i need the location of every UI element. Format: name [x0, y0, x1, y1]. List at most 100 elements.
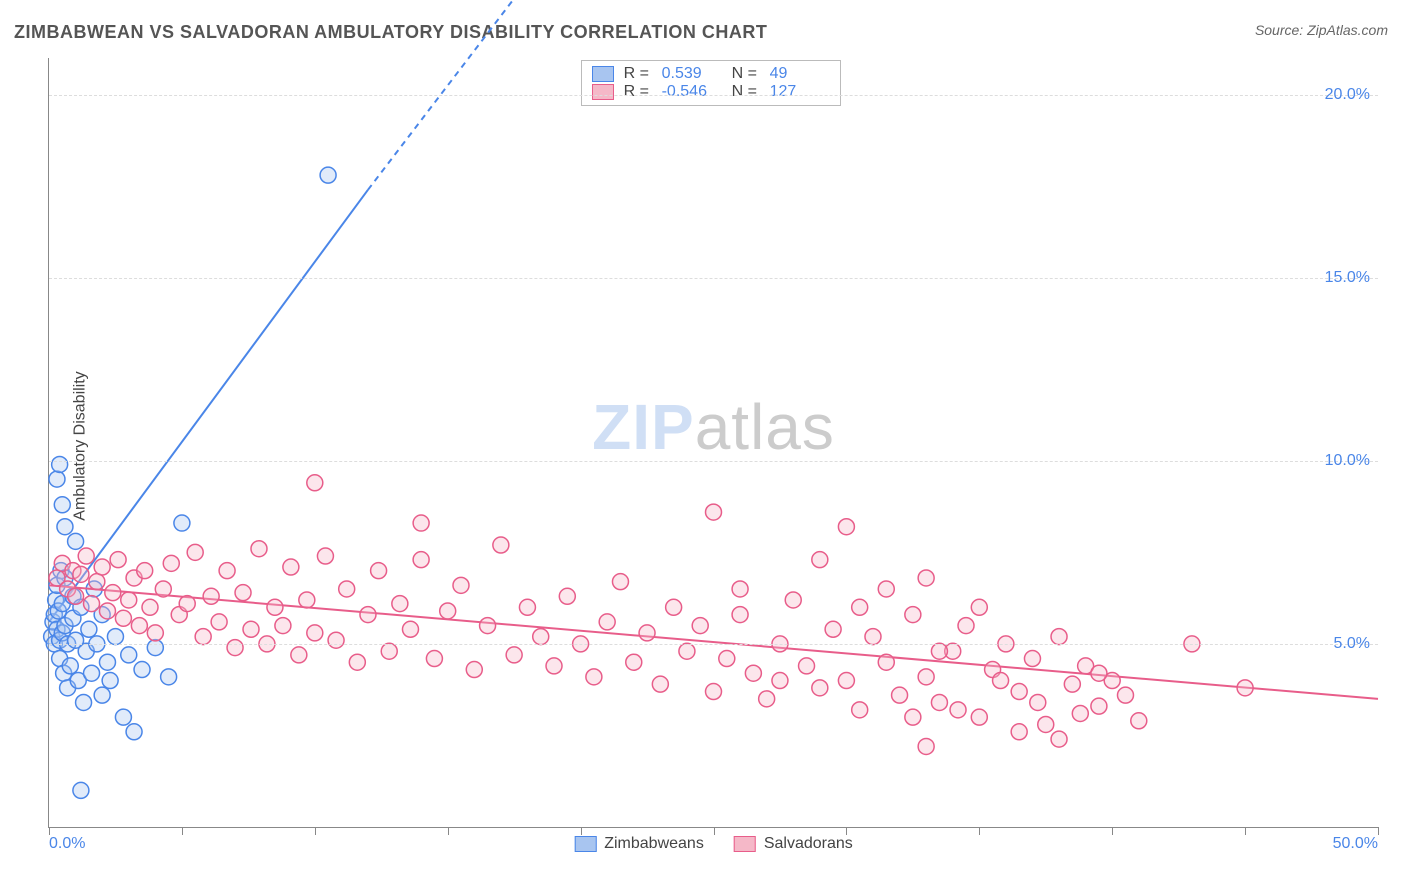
data-point — [732, 607, 748, 623]
data-point — [546, 658, 562, 674]
data-point — [392, 596, 408, 612]
data-point — [174, 515, 190, 531]
data-point — [1131, 713, 1147, 729]
data-point — [68, 533, 84, 549]
data-point — [161, 669, 177, 685]
data-point — [328, 632, 344, 648]
y-tick-label: 5.0% — [1334, 635, 1370, 653]
data-point — [49, 471, 65, 487]
data-point — [275, 618, 291, 634]
data-point — [958, 618, 974, 634]
data-point — [402, 621, 418, 637]
data-point — [533, 629, 549, 645]
data-point — [892, 687, 908, 703]
data-point — [506, 647, 522, 663]
data-point — [251, 541, 267, 557]
series-legend-label: Zimbabweans — [604, 835, 704, 852]
plot-area: ZIPatlas R =0.539N =49R =-0.546N =127 Zi… — [48, 58, 1378, 828]
data-point — [131, 618, 147, 634]
legend-swatch — [734, 836, 756, 852]
data-point — [1117, 687, 1133, 703]
data-point — [299, 592, 315, 608]
x-tick — [182, 827, 183, 835]
data-point — [559, 588, 575, 604]
data-point — [195, 629, 211, 645]
x-tick — [1112, 827, 1113, 835]
series-legend-item: Zimbabweans — [574, 835, 704, 853]
data-point — [852, 702, 868, 718]
data-point — [612, 574, 628, 590]
data-point — [918, 669, 934, 685]
data-point — [137, 563, 153, 579]
y-tick-label: 10.0% — [1325, 452, 1370, 470]
data-point — [971, 709, 987, 725]
data-point — [52, 456, 68, 472]
data-point — [57, 519, 73, 535]
data-point — [121, 592, 137, 608]
data-point — [73, 566, 89, 582]
data-point — [918, 570, 934, 586]
data-point — [466, 662, 482, 678]
data-point — [115, 709, 131, 725]
source-prefix: Source: — [1255, 22, 1307, 38]
data-point — [1011, 724, 1027, 740]
data-point — [76, 694, 92, 710]
data-point — [381, 643, 397, 659]
correlation-legend: R =0.539N =49R =-0.546N =127 — [581, 60, 841, 106]
data-point — [121, 647, 137, 663]
data-point — [519, 599, 535, 615]
gridline — [49, 278, 1378, 279]
data-point — [878, 654, 894, 670]
data-point — [307, 475, 323, 491]
data-point — [1051, 629, 1067, 645]
legend-n-value: 127 — [770, 83, 830, 101]
data-point — [493, 537, 509, 553]
data-point — [110, 552, 126, 568]
data-point — [772, 673, 788, 689]
data-point — [1038, 716, 1054, 732]
data-point — [745, 665, 761, 681]
data-point — [706, 684, 722, 700]
data-point — [179, 596, 195, 612]
x-tick — [979, 827, 980, 835]
data-point — [1064, 676, 1080, 692]
gridline — [49, 95, 1378, 96]
data-point — [134, 662, 150, 678]
data-point — [62, 658, 78, 674]
data-point — [78, 548, 94, 564]
data-point — [235, 585, 251, 601]
data-point — [155, 581, 171, 597]
data-point — [719, 651, 735, 667]
x-tick — [448, 827, 449, 835]
data-point — [89, 574, 105, 590]
legend-n-value: 49 — [770, 65, 830, 83]
data-point — [81, 621, 97, 637]
legend-r-label: R = — [624, 65, 652, 83]
data-point — [105, 585, 121, 601]
legend-swatch — [574, 836, 596, 852]
data-point — [1091, 665, 1107, 681]
data-point — [825, 621, 841, 637]
data-point — [785, 592, 801, 608]
data-point — [320, 167, 336, 183]
data-point — [94, 559, 110, 575]
data-point — [586, 669, 602, 685]
y-tick-label: 20.0% — [1325, 86, 1370, 104]
data-point — [599, 614, 615, 630]
legend-n-label: N = — [732, 65, 760, 83]
data-point — [905, 709, 921, 725]
source-attribution: Source: ZipAtlas.com — [1255, 22, 1388, 38]
data-point — [1051, 731, 1067, 747]
data-point — [54, 497, 70, 513]
data-point — [993, 673, 1009, 689]
gridline — [49, 644, 1378, 645]
data-point — [339, 581, 355, 597]
data-point — [1030, 694, 1046, 710]
data-point — [626, 654, 642, 670]
data-point — [440, 603, 456, 619]
data-point — [732, 581, 748, 597]
data-point — [838, 519, 854, 535]
data-point — [102, 673, 118, 689]
data-point — [1072, 705, 1088, 721]
data-point — [759, 691, 775, 707]
